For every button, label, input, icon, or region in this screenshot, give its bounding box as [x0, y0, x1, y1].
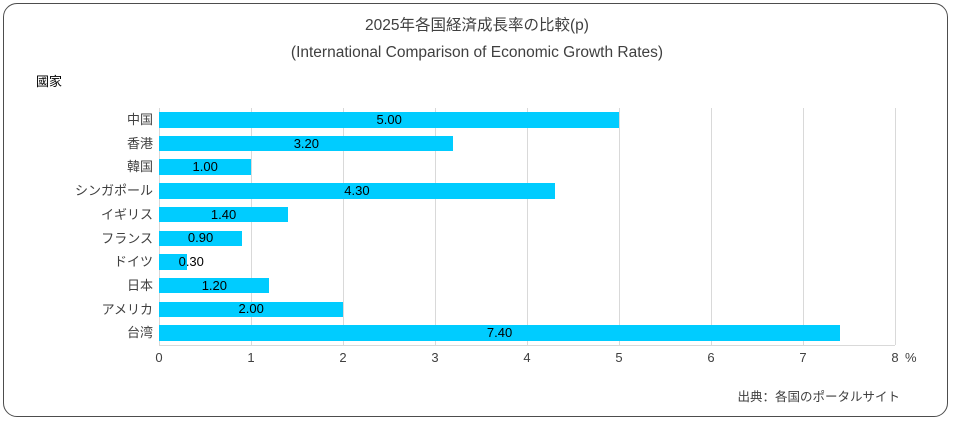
bar-row: 0.30	[159, 250, 895, 274]
bar-row: 5.00	[159, 108, 895, 132]
bar	[159, 135, 454, 152]
x-tick-label: 0	[155, 350, 163, 365]
bar	[159, 301, 343, 318]
bar-value-label: 0.90	[187, 230, 214, 246]
bar-value-label: 0.30	[178, 254, 204, 270]
bar-value-label: 4.30	[344, 182, 370, 198]
gridline	[618, 108, 620, 345]
category-label: アメリカ	[101, 301, 153, 317]
bar	[159, 254, 187, 270]
x-tick-label: 6	[707, 350, 715, 365]
bar-value-label: 1.40	[210, 206, 237, 222]
bar	[159, 230, 242, 247]
category-label: フランス	[101, 230, 153, 246]
category-label: 中国	[126, 112, 153, 127]
gridline	[342, 108, 344, 345]
x-tick-label: 8	[891, 350, 899, 365]
bar	[159, 159, 251, 175]
bar-row: 2.00	[159, 298, 895, 322]
gridline	[434, 108, 436, 345]
x-tick-label: 5	[615, 350, 623, 365]
bar	[159, 325, 840, 341]
bar-row: 1.40	[159, 203, 895, 227]
chart-title: 2025年各国経済成長率の比較(p)	[365, 17, 589, 34]
bar-value-label: 2.00	[238, 301, 264, 317]
x-tick-label: 2	[339, 350, 347, 365]
x-tick-label: 4	[523, 350, 531, 365]
category-label: ドイツ	[113, 254, 153, 270]
category-label: 香港	[126, 135, 153, 151]
gridline	[802, 108, 804, 345]
bar-value-label: 1.00	[192, 159, 218, 175]
x-axis-unit-label: %	[905, 350, 917, 365]
bar-row: 7.40	[159, 321, 895, 345]
bar	[159, 206, 288, 223]
bar-value-label: 7.40	[486, 325, 513, 341]
category-label: イギリス	[100, 206, 153, 222]
bar	[159, 183, 555, 199]
gridline	[526, 108, 528, 345]
category-label: 台湾	[126, 325, 153, 341]
gridline	[894, 108, 896, 345]
x-tick-label: 1	[247, 350, 255, 365]
source-note: 出典：各国のポータルサイト	[737, 390, 900, 404]
category-label: 日本	[126, 277, 153, 293]
bar-row: 1.00	[159, 155, 895, 179]
gridline	[158, 108, 160, 345]
x-tick-label: 3	[431, 350, 439, 365]
bar-row: 0.90	[159, 227, 895, 251]
gridline	[710, 108, 712, 345]
chart-subtitle: (International Comparison of Economic Gr…	[290, 44, 664, 61]
bar-value-label: 3.20	[293, 135, 319, 151]
gridline	[250, 108, 252, 345]
category-axis-title: 國家	[36, 74, 63, 89]
category-label: シンガポール	[74, 183, 153, 199]
bar	[159, 277, 270, 294]
bar-row: 1.20	[159, 274, 895, 298]
category-label: 韓国	[126, 159, 153, 175]
bar-value-label: 5.00	[376, 111, 402, 127]
x-tick-label: 7	[799, 350, 807, 365]
bar-row: 4.30	[159, 179, 895, 203]
plot-area: 5.00 3.20 1.00 4.30 1.40 0.90 0.30 1.20 2.00 7.40	[158, 108, 896, 346]
bar-row: 3.20	[159, 132, 895, 156]
bar	[159, 112, 619, 128]
bar-value-label: 1.20	[201, 277, 227, 293]
